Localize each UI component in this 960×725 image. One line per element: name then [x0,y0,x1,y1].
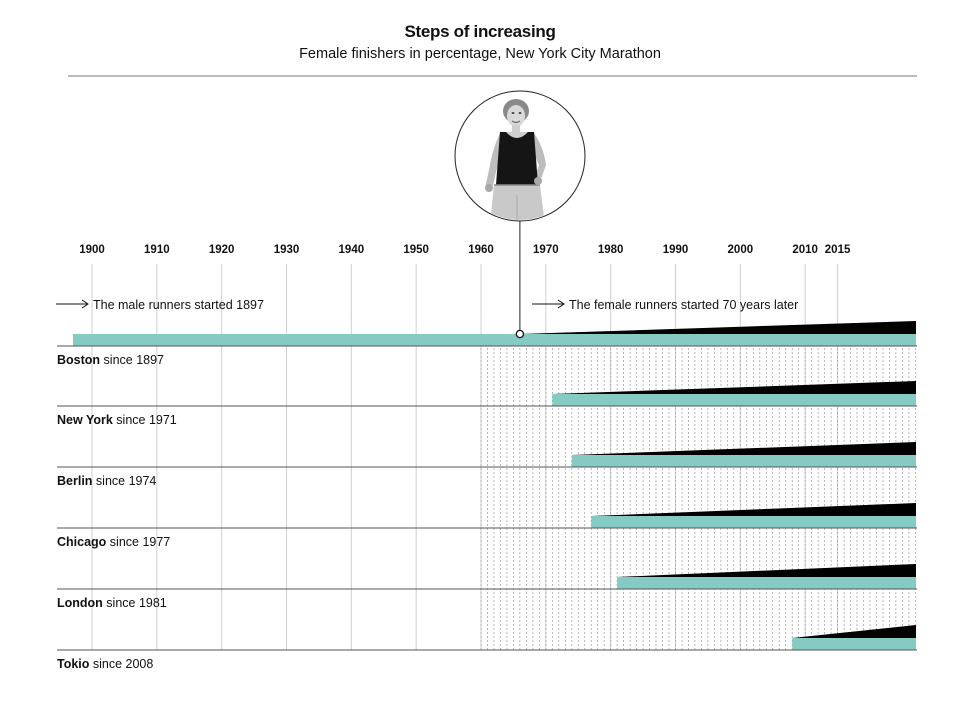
row-city: New York [57,413,113,427]
row-city: Chicago [57,535,107,549]
chart-title: Steps of increasing [404,22,556,41]
x-tick-label: 2010 [792,244,818,256]
x-tick-label: 1930 [274,244,300,256]
x-tick-label: 1990 [663,244,689,256]
x-tick-label: 1940 [339,244,365,256]
row-label: New York since 1971 [57,413,177,427]
row-city: Berlin [57,474,92,488]
x-tick-label: 2015 [825,244,851,256]
race-bar [792,638,916,650]
row-boston: Boston since 1897 [57,321,917,367]
x-tick-label: 1920 [209,244,235,256]
x-tick-label: 1910 [144,244,170,256]
arrow-head-icon [557,299,565,309]
row-since: since 1974 [92,474,156,488]
row-berlin: Berlin since 1974 [57,442,917,488]
female-start-marker [515,329,525,339]
race-bar [552,394,916,406]
x-tick-label: 1970 [533,244,559,256]
x-tick-label: 1960 [468,244,494,256]
row-chicago: Chicago since 1977 [57,503,917,549]
marathon-rows: Boston since 1897 New York since 1971 Berl… [57,321,917,671]
row-city: Boston [57,353,100,367]
female-share-wedge [591,503,916,516]
x-tick-label: 1950 [403,244,429,256]
female-share-wedge [571,442,916,455]
row-label: Boston since 1897 [57,353,164,367]
row-since: since 1897 [100,353,164,367]
annotations: The male runners started 1897 The female … [56,220,798,339]
race-bar [73,334,916,346]
row-tokio: Tokio since 2008 [57,625,917,671]
female-share-wedge [519,321,916,334]
female-share-wedge [552,381,916,394]
row-city: Tokio [57,657,90,671]
row-label: Tokio since 2008 [57,657,153,671]
x-tick-label: 1980 [598,244,624,256]
arrow-head-icon [81,299,89,309]
female-share-wedge [792,625,916,638]
runner-figure-icon [485,99,546,220]
annotation: The male runners started 1897 [56,298,264,312]
row-label: Berlin since 1974 [57,474,156,488]
race-bar [617,577,916,589]
chart-subtitle: Female finishers in percentage, New York… [299,46,661,62]
row-london: London since 1981 [57,564,917,610]
x-tick-label: 2000 [728,244,754,256]
race-bar [591,516,916,528]
annotation-text: The male runners started 1897 [93,298,264,312]
x-axis-ticks: 1900 1910 1920 1930 1940 1950 1960 1970 1980 1990… [79,244,851,256]
race-bar [571,455,916,467]
row-label: Chicago since 1977 [57,535,170,549]
annotation-text: The female runners started 70 years late… [569,298,798,312]
row-label: London since 1981 [57,596,167,610]
female-share-wedge [617,564,916,577]
female-runner-photo [454,90,586,222]
row-since: since 1981 [103,596,167,610]
row-since: since 1971 [113,413,177,427]
row-city: London [57,596,103,610]
row-since: since 1977 [106,535,170,549]
row-since: since 2008 [89,657,153,671]
x-tick-label: 1900 [79,244,105,256]
annotation: The female runners started 70 years late… [532,298,798,312]
row-new-york: New York since 1971 [57,381,917,427]
